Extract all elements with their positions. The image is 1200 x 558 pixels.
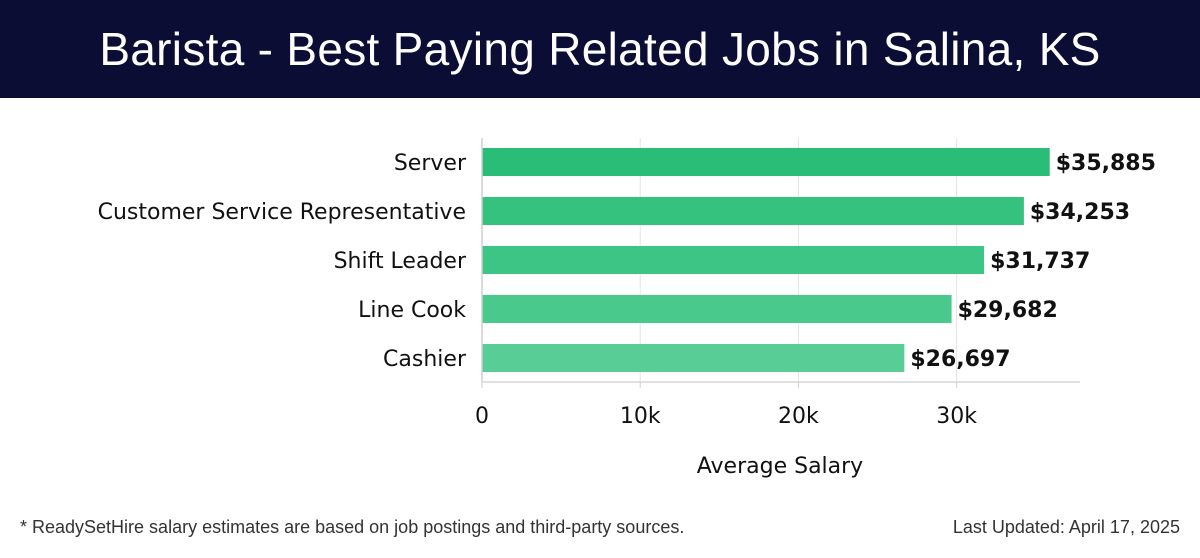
- x-tick-label: 10k: [620, 404, 661, 429]
- category-label: Customer Service Representative: [98, 200, 466, 225]
- value-label: $31,737: [990, 249, 1090, 274]
- value-label: $26,697: [910, 347, 1010, 372]
- bar: [482, 197, 1024, 225]
- footer-disclaimer: * ReadySetHire salary estimates are base…: [20, 517, 685, 537]
- value-label: $34,253: [1030, 200, 1130, 225]
- category-label: Line Cook: [358, 298, 466, 323]
- category-label: Server: [394, 151, 467, 176]
- x-tick-label: 30k: [936, 404, 977, 429]
- category-label: Cashier: [383, 347, 467, 372]
- bars: [482, 148, 1050, 372]
- x-tick-label: 20k: [778, 404, 819, 429]
- last-updated: Last Updated: April 17, 2025: [952, 517, 1180, 537]
- x-tick-label: 0: [475, 404, 489, 429]
- x-axis-title: Average Salary: [697, 454, 863, 479]
- value-label: $29,682: [958, 298, 1058, 323]
- salary-bar-chart: 0 10k 20k 30k Server $35,885 Customer Service…: [98, 138, 1156, 479]
- bar: [482, 148, 1050, 176]
- page-title: Barista - Best Paying Related Jobs in Sa…: [99, 23, 1101, 75]
- bar: [482, 344, 905, 372]
- labels: Server $35,885 Customer Service Representa…: [98, 151, 1156, 372]
- bar: [482, 246, 985, 274]
- header-banner: Barista - Best Paying Related Jobs in Sa…: [0, 0, 1200, 98]
- axes: 0 10k 20k 30k: [475, 138, 1080, 429]
- value-label: $35,885: [1056, 151, 1156, 176]
- category-label: Shift Leader: [334, 249, 467, 274]
- bar: [482, 295, 952, 323]
